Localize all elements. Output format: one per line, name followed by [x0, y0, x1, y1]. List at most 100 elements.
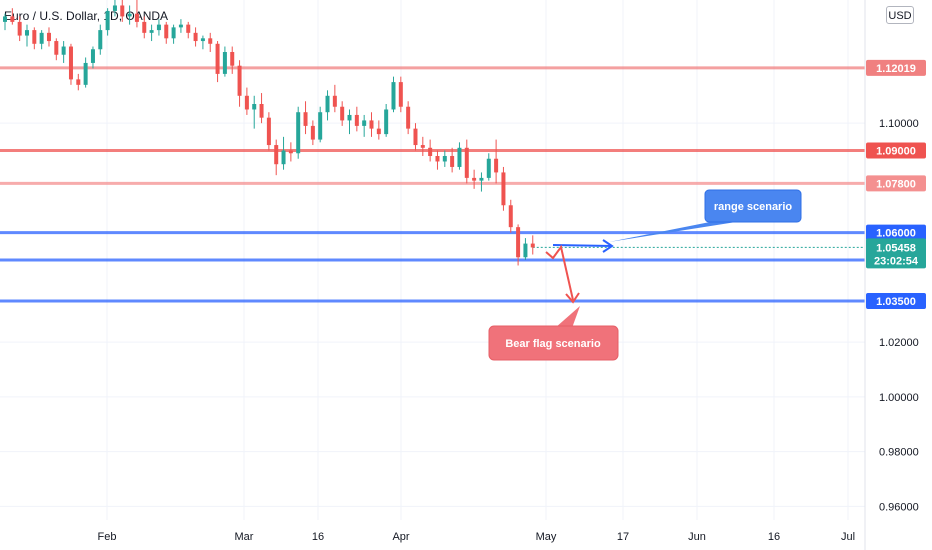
candle-body: [134, 13, 139, 22]
candle-body: [406, 106, 411, 129]
candle-body: [530, 243, 535, 248]
candle-body: [17, 21, 22, 36]
candle-body: [472, 177, 477, 181]
level-price-label: 1.06000: [876, 228, 916, 240]
level-price-tag: [866, 293, 926, 310]
candle-body: [523, 243, 528, 258]
candle-body: [435, 156, 440, 162]
candle-body: [10, 16, 15, 22]
level-price-tag: [866, 59, 926, 76]
currency-button[interactable]: USD: [886, 6, 914, 24]
candle-body: [61, 46, 66, 55]
candle-body: [303, 112, 308, 126]
last-price-label: 1.05458: [876, 242, 916, 254]
candle-body: [215, 43, 220, 74]
candle-body: [244, 95, 249, 110]
candle-body: [266, 117, 271, 146]
candle-body: [120, 5, 125, 17]
candle-body: [391, 82, 396, 110]
price-tick-label: 0.96000: [879, 501, 919, 513]
candle-body: [112, 5, 117, 11]
candles: [3, 0, 535, 266]
candle-body: [501, 172, 506, 206]
candle-body: [347, 114, 352, 121]
candle-body: [208, 38, 213, 44]
time-tick-label: 17: [617, 531, 629, 543]
candle-body: [354, 114, 359, 126]
range-arrow[interactable]: [552, 244, 613, 247]
candle-body: [420, 145, 425, 148]
candle-body: [494, 158, 499, 173]
candle-body: [252, 104, 257, 110]
time-tick-label: May: [536, 531, 557, 543]
candle-body: [186, 24, 191, 33]
candle-body: [340, 106, 345, 121]
bear-callout-pointer: [555, 306, 580, 328]
candle-body: [230, 52, 235, 66]
time-axis[interactable]: Feb Mar 16 Apr May 17 Jun 16 Jul: [98, 531, 856, 543]
candle-body: [259, 104, 264, 118]
candle-body: [54, 41, 59, 55]
candle-body: [486, 158, 491, 178]
candle-body: [68, 46, 73, 80]
candle-body: [325, 95, 330, 113]
time-tick-label: Apr: [392, 531, 409, 543]
bear-arrow[interactable]: [545, 244, 574, 301]
candle-body: [296, 112, 301, 154]
bear-callout-text: Bear flag scenario: [505, 338, 601, 350]
time-tick-label: Feb: [98, 531, 117, 543]
candle-body: [450, 156, 455, 167]
candle-body: [464, 147, 469, 178]
candle-body: [508, 205, 513, 228]
candle-body: [376, 128, 381, 135]
candle-body: [200, 38, 205, 42]
candle-body: [156, 24, 161, 31]
candle-body: [362, 120, 367, 126]
candle-body: [222, 52, 227, 74]
range-callout-pointer: [609, 222, 736, 242]
candle-body: [164, 24, 169, 39]
level-price-label: 1.12019: [876, 63, 916, 75]
price-tick-label: 0.98000: [879, 447, 919, 459]
candle-body: [428, 147, 433, 156]
level-price-label: 1.03500: [876, 296, 916, 308]
candle-body: [193, 32, 198, 42]
candle-body: [479, 177, 484, 181]
time-tick-label: 16: [312, 531, 324, 543]
candle-body: [457, 147, 462, 167]
level-price-tag: [866, 175, 926, 192]
bar-countdown-label: 23:02:54: [874, 255, 919, 267]
candle-body: [413, 128, 418, 146]
candle-body: [274, 145, 279, 165]
chart-title: Euro / U.S. Dollar, 1D, OANDA: [4, 9, 169, 23]
horizontal-levels[interactable]: [0, 66, 865, 303]
candle-body: [32, 30, 37, 44]
candle-body: [142, 21, 147, 33]
time-tick-label: 16: [768, 531, 780, 543]
candle-body: [237, 65, 242, 96]
candle-body: [398, 82, 403, 107]
candle-body: [39, 32, 44, 44]
time-tick-label: Jul: [841, 531, 855, 543]
candle-body: [288, 150, 293, 154]
candle-body: [369, 120, 374, 129]
candle-body: [105, 10, 110, 31]
bear-callout[interactable]: [488, 325, 619, 361]
candle-body: [332, 95, 337, 107]
candle-body: [178, 24, 183, 28]
candle-body: [76, 79, 81, 85]
price-tick-label: 1.00000: [879, 392, 919, 404]
price-axis[interactable]: 1.10000 1.02000 1.00000 0.98000 0.96000 1.120…: [866, 59, 926, 513]
range-callout[interactable]: [704, 189, 802, 223]
last-price-tag: [866, 238, 926, 269]
range-arrow-head: [602, 239, 614, 253]
candle-body: [3, 16, 7, 22]
scenario-drawings[interactable]: range scenario Bear flag scenario: [488, 189, 802, 361]
bear-arrow-head: [565, 292, 580, 304]
level-price-label: 1.09000: [876, 146, 916, 158]
candle-body: [149, 30, 154, 33]
level-price-tag: [866, 142, 926, 159]
level-price-label: 1.07800: [876, 178, 916, 190]
time-tick-label: Mar: [235, 531, 254, 543]
